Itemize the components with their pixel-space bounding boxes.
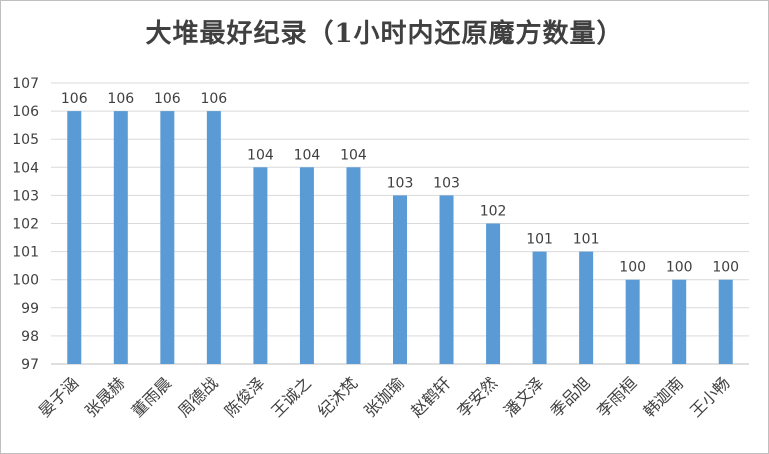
bar <box>160 111 175 364</box>
y-tick-label: 100 <box>12 273 39 289</box>
x-tick-label: 潘文泽 <box>500 373 547 420</box>
data-label: 104 <box>294 147 321 163</box>
y-tick-label: 107 <box>12 76 39 92</box>
bar <box>393 195 407 364</box>
y-tick-label: 101 <box>12 245 39 261</box>
bar <box>439 195 454 364</box>
x-tick-label: 韩迦南 <box>640 373 687 420</box>
x-tick-label: 李安然 <box>454 373 501 420</box>
data-label: 103 <box>387 175 414 191</box>
data-label: 101 <box>573 232 600 248</box>
data-label: 103 <box>433 175 460 191</box>
x-tick-label: 赵鹤轩 <box>407 373 454 420</box>
y-tick-label: 98 <box>21 329 39 345</box>
bar <box>206 111 221 364</box>
x-tick-label: 陈俊泽 <box>221 373 268 420</box>
data-label: 100 <box>619 260 646 276</box>
data-label: 106 <box>154 91 181 107</box>
x-tick-label: 王小畅 <box>686 373 733 420</box>
y-tick-label: 103 <box>12 188 39 204</box>
x-tick-label: 李雨桓 <box>593 373 640 420</box>
data-label: 100 <box>666 260 693 276</box>
bar <box>532 251 547 364</box>
bar <box>672 279 687 364</box>
x-tick-label: 晏子涵 <box>35 373 82 420</box>
bar <box>579 251 594 364</box>
y-tick-label: 105 <box>12 132 39 148</box>
x-tick-label: 张晟赫 <box>81 373 128 420</box>
bar <box>346 167 361 364</box>
data-label: 106 <box>61 91 88 107</box>
bar <box>253 167 268 364</box>
x-tick-label: 王诚之 <box>267 373 314 420</box>
chart-title: 大堆最好纪录（1小时内还原魔方数量） <box>145 19 624 49</box>
data-label: 106 <box>200 91 227 107</box>
x-tick-label: 张珈瑜 <box>360 373 407 420</box>
bar <box>299 167 314 364</box>
bar <box>718 279 733 364</box>
data-label: 102 <box>480 204 507 220</box>
data-label: 100 <box>712 260 739 276</box>
data-label: 104 <box>247 147 274 163</box>
bar <box>67 111 82 364</box>
bar <box>486 223 501 364</box>
y-tick-label: 97 <box>21 357 39 373</box>
x-tick-label: 董雨晨 <box>128 373 175 420</box>
y-tick-label: 106 <box>12 104 39 120</box>
data-label: 106 <box>107 91 134 107</box>
x-tick-label: 周德战 <box>174 373 221 420</box>
y-tick-label: 104 <box>12 160 39 176</box>
x-tick-label: 纪沐梵 <box>314 373 361 420</box>
data-label: 104 <box>340 147 367 163</box>
y-tick-label: 102 <box>12 217 39 233</box>
bar <box>113 111 128 364</box>
x-tick-label: 季品旭 <box>547 373 594 420</box>
bar <box>625 279 640 364</box>
data-label: 101 <box>526 232 553 248</box>
y-tick-label: 99 <box>21 301 39 317</box>
